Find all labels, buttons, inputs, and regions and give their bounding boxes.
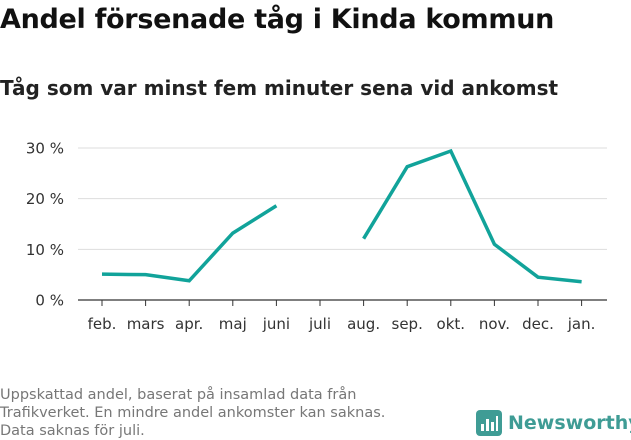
x-tick-label: okt.: [437, 315, 466, 333]
footnote-line: Trafikverket. En mindre andel ankomster …: [0, 405, 386, 421]
footnote-line: Uppskattad andel, baserat på insamlad da…: [0, 387, 357, 403]
series-line-segment: [101, 204, 278, 283]
y-tick-label: 0 %: [35, 292, 64, 310]
x-tick-label: jan.: [567, 315, 596, 333]
brand-name: Newsworthy: [508, 412, 631, 434]
x-axis: feb. mars apr. maj juni juli aug. sep. okt. nov. d…: [88, 300, 596, 333]
footnote-line: Data saknas för juli.: [0, 423, 145, 439]
x-tick-label: aug.: [347, 315, 380, 333]
x-tick-label: feb.: [88, 315, 117, 333]
gridlines: [78, 147, 607, 301]
line-chart: 0 % 10 % 20 % 30 % feb. mars apr. maj juni juli a…: [26, 140, 607, 333]
series-lines: [101, 148, 582, 284]
x-tick-label: sep.: [392, 315, 423, 333]
footnote: Uppskattad andel, baserat på insamlad da…: [0, 386, 470, 440]
x-tick-label: nov.: [479, 315, 510, 333]
x-tick-label: apr.: [175, 315, 203, 333]
bar-chart-icon: [476, 410, 502, 436]
y-tick-label: 20 %: [26, 190, 64, 208]
chart-subtitle: Tåg som var minst fem minuter sena vid a…: [0, 76, 559, 100]
y-tick-label: 30 %: [26, 140, 64, 158]
x-tick-label: juli: [308, 315, 331, 333]
series-line-segment: [362, 148, 582, 284]
newsworthy-logo: Newsworthy: [476, 408, 631, 438]
x-tick-label: dec.: [522, 315, 554, 333]
x-tick-label: mars: [127, 315, 165, 333]
y-tick-label: 10 %: [26, 241, 64, 259]
x-tick-label: juni: [262, 315, 290, 333]
x-tick-label: maj: [219, 315, 247, 333]
y-axis: 0 % 10 % 20 % 30 %: [26, 140, 64, 310]
chart-title: Andel försenade tåg i Kinda kommun: [0, 4, 555, 35]
